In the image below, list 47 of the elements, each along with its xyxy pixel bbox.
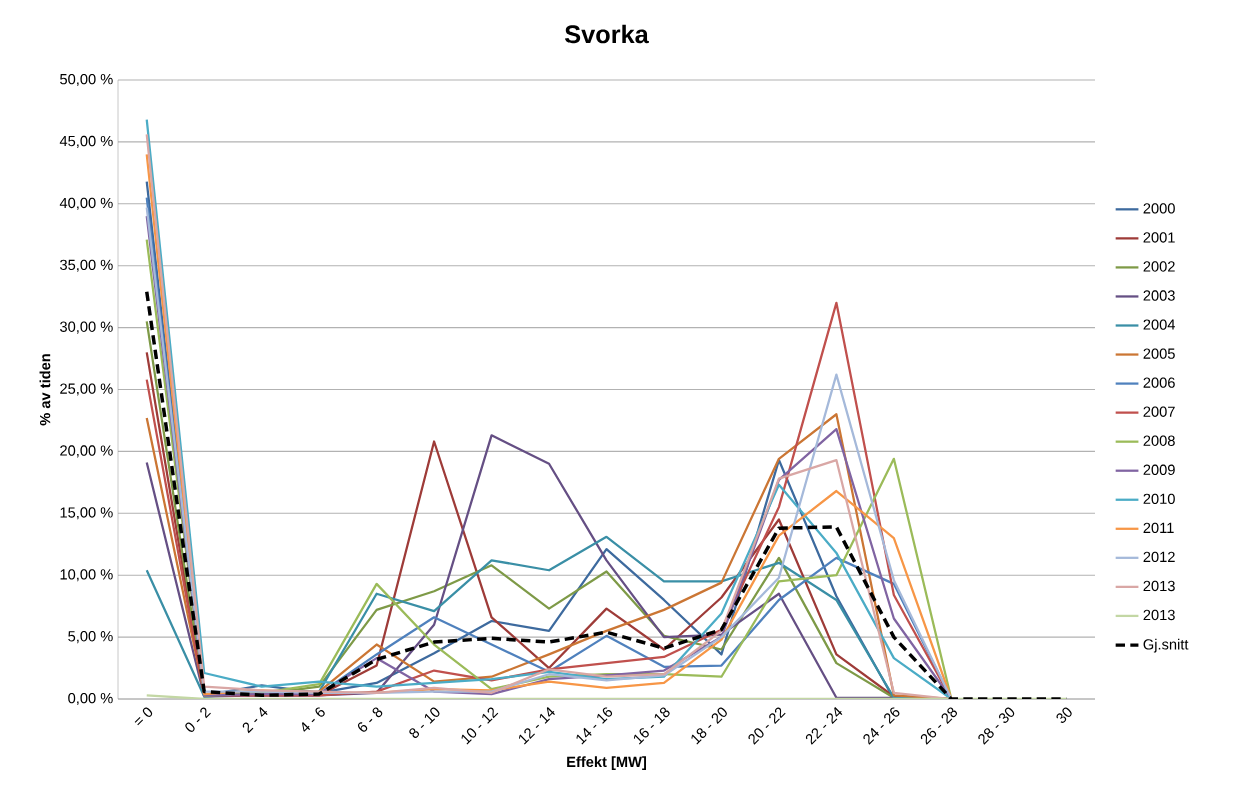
x-tick-label: 8 - 10 (409, 707, 440, 738)
y-axis-title: % av tiden (39, 354, 51, 426)
x-tick-label: 30 (1056, 707, 1072, 723)
x-tick-label: 12 - 14 (518, 707, 555, 745)
x-tick-label: 26 - 28 (920, 707, 958, 745)
y-tick-label: 45,00 % (59, 135, 113, 148)
legend-label: 2006 (1143, 377, 1175, 388)
legend-label: 2002 (1143, 261, 1175, 272)
legend-label: 2010 (1143, 493, 1175, 505)
y-tick-label: 40,00 % (59, 197, 113, 210)
x-tick-label: 10 - 12 (461, 707, 499, 745)
x-tick-label: 22 - 24 (805, 707, 843, 745)
legend-label: 2008 (1143, 435, 1175, 446)
x-tick-label: 28 - 30 (978, 707, 1015, 745)
legend-label: 2013 (1143, 609, 1175, 621)
y-tick-label: 5,00 % (68, 631, 113, 644)
x-tick-label: = 0 (134, 707, 153, 726)
x-tick-label: 16 - 18 (633, 707, 670, 745)
legend-label: 2011 (1143, 522, 1174, 534)
y-tick-label: 35,00 % (60, 259, 113, 272)
x-tick-label: 24 - 26 (863, 707, 900, 745)
chart-title: Svorka (564, 24, 649, 44)
legend-label: 2013 (1143, 580, 1175, 592)
y-tick-label: 30,00 % (60, 321, 113, 334)
y-tick-label: 20,00 % (60, 445, 113, 458)
x-tick-label: 0 - 2 (185, 707, 211, 732)
y-tick-label: 0,00 % (68, 692, 113, 706)
x-tick-label: 18 - 20 (691, 707, 727, 745)
x-tick-label: 4 - 6 (302, 707, 325, 732)
x-tick-label: 2 - 4 (242, 707, 268, 734)
legend-label: 2007 (1143, 406, 1175, 417)
y-tick-label: 15,00 % (60, 507, 113, 520)
legend-label: 2003 (1143, 290, 1175, 301)
y-tick-label: 25,00 % (60, 383, 113, 396)
legend-label: 2005 (1143, 348, 1175, 359)
y-tick-label: 10,00 % (60, 569, 113, 582)
legend-label: 2004 (1143, 319, 1176, 330)
y-tick-label: 50,00 % (60, 73, 113, 87)
x-tick-label: 6 - 8 (357, 707, 383, 732)
legend-label: 2001 (1143, 232, 1175, 243)
legend-label: 2009 (1143, 464, 1175, 475)
legend-label: 2012 (1143, 551, 1175, 563)
legend-label: 2000 (1143, 203, 1175, 214)
x-axis-title: Effekt [MW] (567, 756, 646, 770)
x-tick-label: 20 - 22 (748, 707, 786, 745)
legend-label: Gj.snitt (1143, 638, 1189, 653)
x-tick-label: 14 - 16 (576, 707, 613, 745)
